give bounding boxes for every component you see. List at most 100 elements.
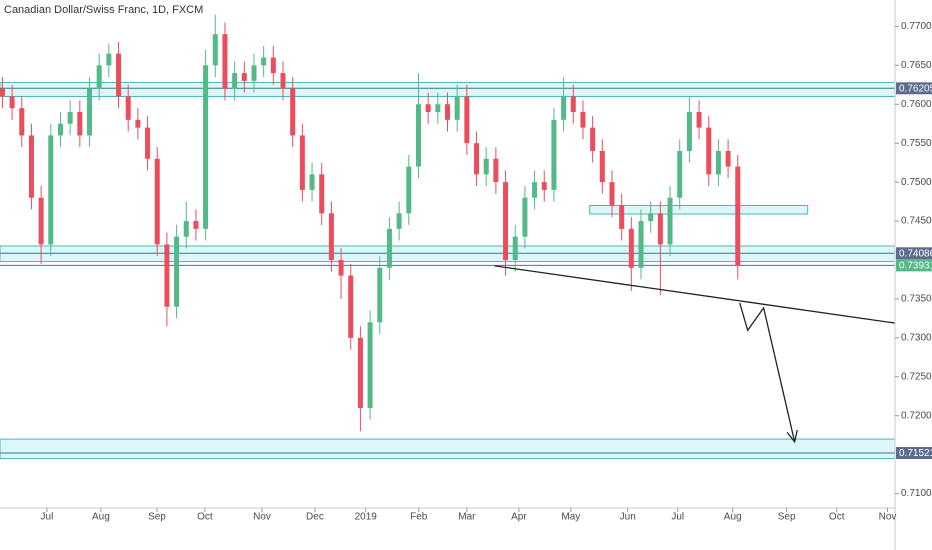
level-label: 0.71521 <box>899 448 932 459</box>
level-label-box <box>896 247 932 260</box>
candle-body <box>232 73 238 89</box>
candle-body <box>386 228 392 268</box>
candle-body <box>570 96 576 113</box>
candle-body <box>48 135 54 245</box>
level-label-box <box>896 447 932 460</box>
x-tick-label: Dec <box>306 512 324 523</box>
candle-body <box>348 275 354 338</box>
zone <box>589 204 809 215</box>
candle-body <box>435 104 441 113</box>
trendline <box>494 265 896 324</box>
candle-body <box>193 221 199 229</box>
candle-body <box>57 123 63 136</box>
candle-body <box>338 259 344 276</box>
candle-body <box>357 337 363 408</box>
candle-body <box>319 174 325 214</box>
candle-body <box>174 236 180 307</box>
candle-body <box>183 221 189 237</box>
candle-body <box>328 213 334 260</box>
projection-arrow <box>739 302 796 442</box>
candle-body <box>270 57 276 74</box>
candle-body <box>580 112 586 128</box>
candle-body <box>474 143 480 175</box>
candle-body <box>725 150 731 167</box>
candle-body <box>638 221 644 268</box>
candle-body <box>87 88 92 136</box>
candle-body <box>377 267 383 323</box>
candle-body <box>648 213 654 222</box>
candle-body <box>619 205 625 229</box>
candle-body <box>135 119 141 128</box>
candle-body <box>532 182 538 198</box>
x-tick-label: Jul <box>41 512 54 523</box>
candle-body <box>735 166 741 266</box>
candle-body <box>67 112 73 124</box>
candle-body <box>203 65 209 229</box>
x-tick-label: Jun <box>620 512 636 523</box>
candle-body <box>657 213 663 245</box>
candle-body <box>290 88 296 136</box>
candle-body <box>212 34 218 66</box>
candle-body <box>493 158 499 183</box>
candle-body <box>309 174 315 190</box>
candle-body <box>686 112 692 151</box>
candle-body <box>261 57 267 66</box>
x-tick-label: Nov <box>879 512 897 523</box>
chart-title: Canadian Dollar/Swiss Franc, 1D, FXCM <box>4 4 203 16</box>
level-label: 0.73931 <box>899 261 932 272</box>
x-tick-label: Oct <box>197 512 213 523</box>
candle-body <box>715 150 721 175</box>
candle-body <box>522 197 528 237</box>
candle-body <box>164 244 170 307</box>
x-tick-label: Apr <box>511 512 527 523</box>
zone <box>0 438 896 460</box>
x-tick-label: Nov <box>253 512 271 523</box>
candle-body <box>464 96 470 144</box>
candle-body <box>222 34 228 89</box>
candle-body <box>0 88 5 97</box>
x-tick-label: May <box>561 512 580 523</box>
candle-body <box>9 96 15 109</box>
candle-body <box>590 127 596 151</box>
candle-body <box>454 96 460 120</box>
candle-body <box>116 53 122 97</box>
x-tick-label: Feb <box>410 512 428 523</box>
level-label: 0.76205 <box>899 83 932 94</box>
candle-body <box>77 112 83 136</box>
x-tick-label: Aug <box>92 512 110 523</box>
candle-body <box>483 158 489 175</box>
level-label-box <box>896 259 932 272</box>
candle-body <box>706 127 712 175</box>
level-label: 0.74086 <box>899 248 932 259</box>
candle-body <box>667 197 673 245</box>
candle-body <box>28 135 34 198</box>
candle-body <box>406 166 412 214</box>
plot-area <box>0 14 896 460</box>
x-tick-label: Oct <box>829 512 845 523</box>
candle-body <box>241 73 247 81</box>
candle-body <box>609 182 615 206</box>
arrowhead <box>786 429 798 444</box>
x-tick-label: 2019 <box>355 512 378 523</box>
candle-body <box>251 65 257 81</box>
candle-body <box>96 65 102 89</box>
candle-body <box>445 104 450 120</box>
x-tick-label: Mar <box>458 512 476 523</box>
candle-body <box>628 228 634 268</box>
x-tick-label: Aug <box>724 512 742 523</box>
candle-body <box>299 135 305 190</box>
candle-body <box>541 182 547 190</box>
candle-body <box>145 127 151 159</box>
candle-body <box>367 322 373 408</box>
